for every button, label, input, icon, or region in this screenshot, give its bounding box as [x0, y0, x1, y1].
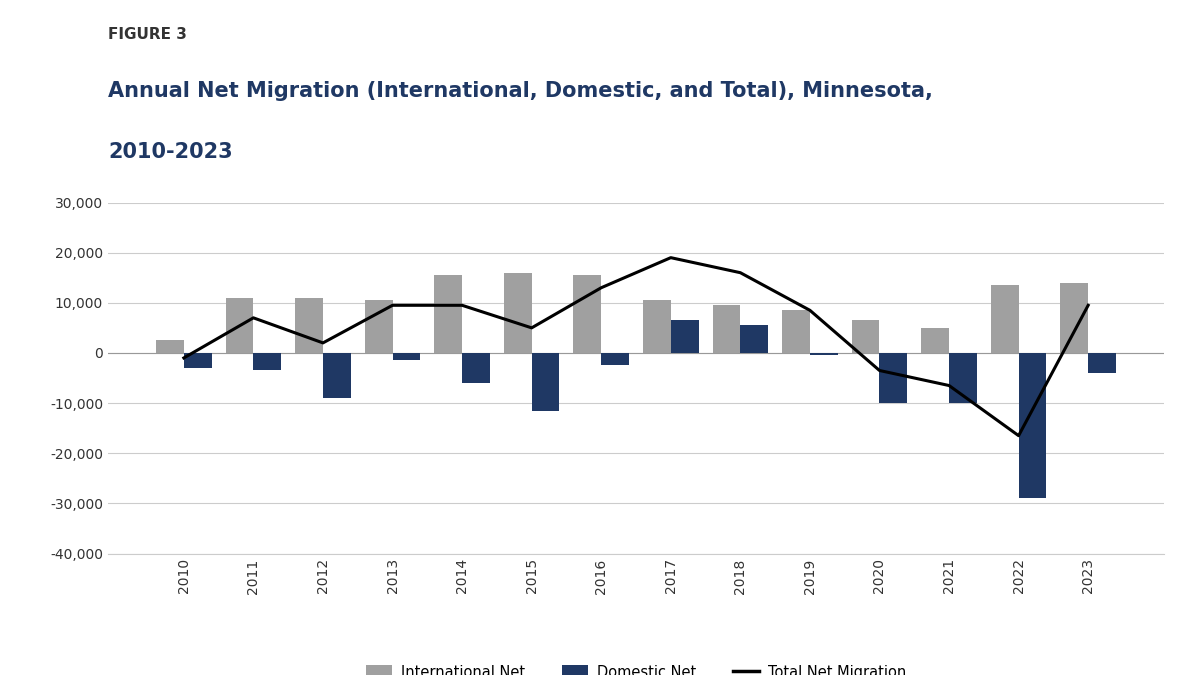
Bar	[574, 275, 601, 353]
Total Net Migration	[524, 324, 539, 332]
Total Net Migration	[872, 367, 887, 375]
Bar	[156, 340, 184, 353]
Bar	[713, 305, 740, 353]
Total Net Migration	[1081, 301, 1096, 309]
Total Net Migration	[733, 269, 748, 277]
Total Net Migration	[942, 381, 956, 389]
Text: Annual Net Migration (International, Domestic, and Total), Minnesota,: Annual Net Migration (International, Dom…	[108, 81, 932, 101]
Bar	[253, 353, 281, 371]
Bar	[226, 298, 253, 353]
Bar	[810, 353, 838, 356]
Total Net Migration	[1012, 431, 1026, 439]
Bar	[643, 300, 671, 353]
Bar	[504, 273, 532, 353]
Bar	[740, 325, 768, 353]
Bar	[365, 300, 392, 353]
Line: Total Net Migration: Total Net Migration	[184, 258, 1088, 435]
Total Net Migration	[594, 284, 608, 292]
Total Net Migration	[664, 254, 678, 262]
Bar	[991, 286, 1019, 353]
Bar	[852, 321, 880, 353]
Total Net Migration	[246, 314, 260, 322]
Bar	[295, 298, 323, 353]
Total Net Migration	[803, 306, 817, 315]
Total Net Migration	[176, 354, 191, 362]
Bar	[601, 353, 629, 365]
Bar	[922, 328, 949, 353]
Bar	[184, 353, 211, 368]
Text: FIGURE 3: FIGURE 3	[108, 27, 187, 42]
Legend: International Net, Domestic Net, Total Net Migration: International Net, Domestic Net, Total N…	[360, 659, 912, 675]
Bar	[532, 353, 559, 410]
Bar	[1088, 353, 1116, 373]
Bar	[1019, 353, 1046, 498]
Bar	[392, 353, 420, 360]
Bar	[949, 353, 977, 403]
Bar	[323, 353, 350, 398]
Bar	[462, 353, 490, 383]
Bar	[671, 321, 698, 353]
Bar	[434, 275, 462, 353]
Bar	[782, 310, 810, 353]
Text: 2010-2023: 2010-2023	[108, 142, 233, 162]
Total Net Migration	[316, 339, 330, 347]
Total Net Migration	[385, 301, 400, 309]
Bar	[1061, 283, 1088, 353]
Total Net Migration	[455, 301, 469, 309]
Bar	[880, 353, 907, 403]
